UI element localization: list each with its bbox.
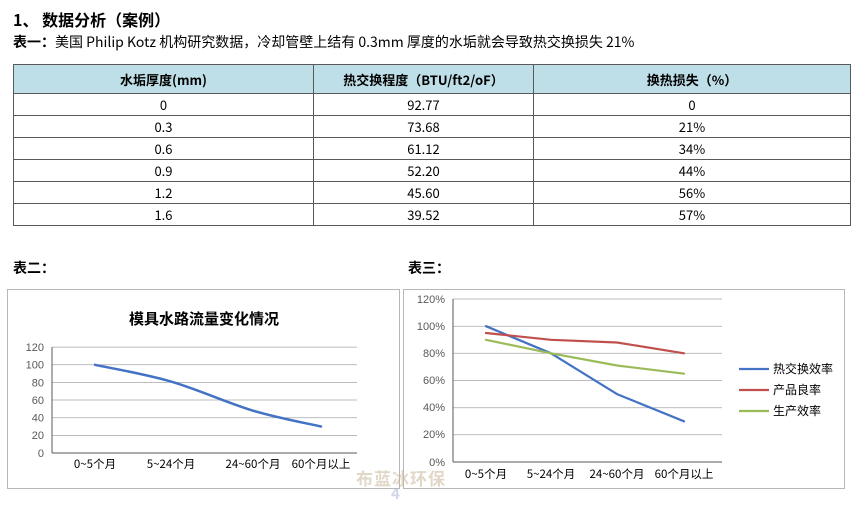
svg-text:模具水路流量变化情况: 模具水路流量变化情况 (129, 308, 279, 329)
svg-text:100%: 100% (417, 321, 445, 333)
svg-text:24~60个月: 24~60个月 (226, 456, 281, 472)
svg-text:60: 60 (32, 395, 44, 407)
svg-text:120: 120 (26, 342, 44, 354)
svg-text:5~24个月: 5~24个月 (147, 456, 196, 472)
svg-text:80: 80 (32, 377, 44, 389)
svg-text:60个月以上: 60个月以上 (292, 456, 351, 472)
svg-text:20%: 20% (423, 429, 445, 441)
svg-text:60%: 60% (423, 375, 445, 387)
svg-text:100: 100 (26, 360, 44, 372)
svg-text:40: 40 (32, 413, 44, 425)
svg-text:0~5个月: 0~5个月 (465, 466, 507, 482)
svg-text:20: 20 (32, 430, 44, 442)
svg-text:0: 0 (38, 448, 44, 460)
svg-text:120%: 120% (417, 294, 445, 306)
svg-text:40%: 40% (423, 402, 445, 414)
svg-text:80%: 80% (423, 348, 445, 360)
svg-text:0~5个月: 0~5个月 (74, 456, 116, 472)
svg-text:5~24个月: 5~24个月 (527, 466, 576, 482)
svg-text:60个月以上: 60个月以上 (655, 466, 714, 482)
svg-text:24~60个月: 24~60个月 (590, 466, 645, 482)
